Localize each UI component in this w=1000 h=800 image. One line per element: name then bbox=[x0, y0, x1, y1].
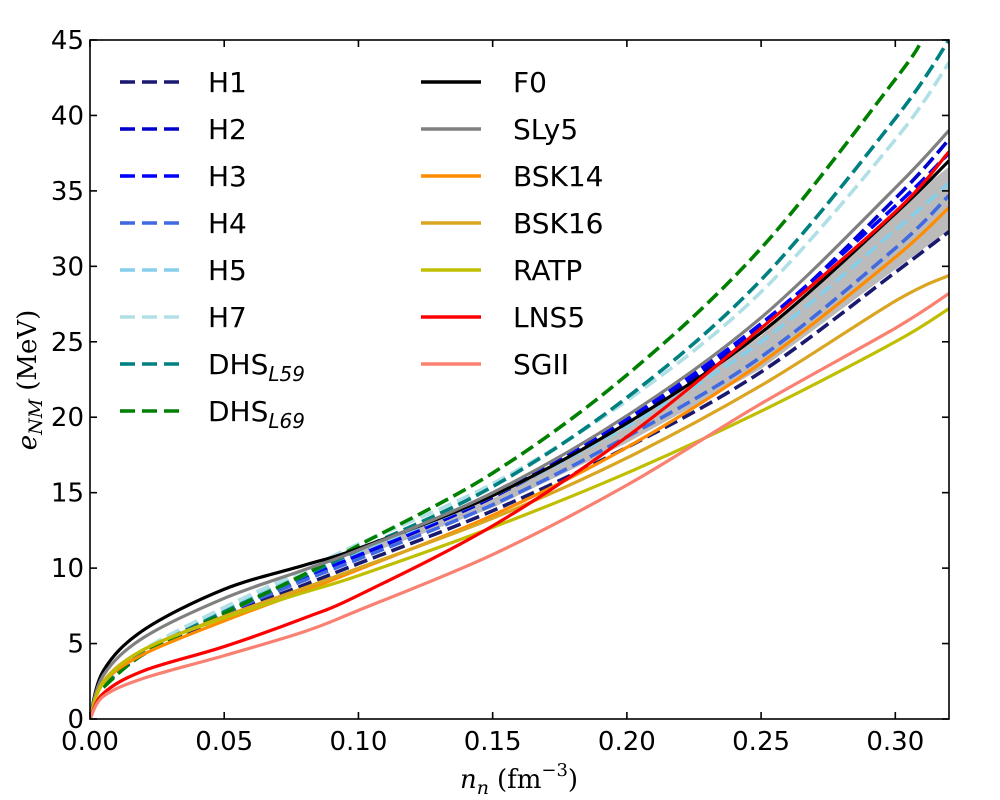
y-axis-label: eNM(MeV) bbox=[13, 310, 47, 451]
legend-item-lns5: LNS5 bbox=[421, 301, 585, 334]
series-line-sly5 bbox=[90, 129, 949, 719]
y-tick-label: 15 bbox=[51, 479, 84, 509]
y-tick-label: 25 bbox=[51, 328, 84, 358]
x-tick-label: 0.30 bbox=[866, 727, 924, 757]
legend-item-ratp: RATP bbox=[421, 254, 582, 287]
legend-label: H7 bbox=[208, 301, 247, 334]
series-line-ratp bbox=[90, 307, 949, 719]
legend-item-sly5: SLy5 bbox=[421, 113, 578, 146]
legend-label: BSK14 bbox=[513, 160, 603, 193]
legend-item-sgii: SGII bbox=[421, 348, 569, 381]
plot-frame bbox=[89, 39, 950, 720]
y-tick-label: 5 bbox=[67, 630, 84, 660]
y-tick-label: 0 bbox=[67, 705, 84, 735]
x-tick-label: 0.20 bbox=[598, 727, 656, 757]
series-line-lns5 bbox=[90, 150, 949, 719]
legend-label: RATP bbox=[513, 254, 582, 287]
legend-item-h2: H2 bbox=[120, 113, 247, 146]
legend-item-dhsl59: DHSL59 bbox=[120, 348, 305, 386]
legend-label: DHSL69 bbox=[208, 395, 305, 433]
legend-label: H5 bbox=[208, 254, 247, 287]
series-line-f0 bbox=[90, 159, 949, 719]
legend-item-h1: H1 bbox=[120, 66, 247, 99]
legend-label: F0 bbox=[513, 66, 547, 99]
series-line-bsk16 bbox=[90, 273, 949, 719]
x-tick-label: 0.05 bbox=[195, 727, 253, 757]
y-tick-label: 10 bbox=[51, 554, 84, 584]
y-tick-label: 40 bbox=[51, 101, 84, 131]
series-layer bbox=[90, 40, 949, 719]
y-tick-label: 45 bbox=[51, 26, 84, 56]
x-axis-label: nn (fm−3) bbox=[460, 760, 578, 799]
legend-item-h3: H3 bbox=[120, 160, 247, 193]
tick-layer: 0.00 0.05 0.10 0.15 0.20 0.25 0.30 0 5 10 15 20 25 30… bbox=[51, 26, 949, 757]
legend-item-bsk14: BSK14 bbox=[421, 160, 603, 193]
legend-label: DHSL59 bbox=[208, 348, 305, 386]
legend-label: SLy5 bbox=[513, 113, 578, 146]
legend: H1 H2 H3 H4 H5 H7 DHSL59 DHSL69 F0 SLy5 BSK14 BSK16… bbox=[120, 66, 603, 433]
x-tick-label: 0.00 bbox=[61, 727, 119, 757]
legend-item-bsk16: BSK16 bbox=[421, 207, 603, 240]
y-tick-label: 30 bbox=[51, 252, 84, 282]
legend-label: LNS5 bbox=[513, 301, 585, 334]
legend-label: H2 bbox=[208, 113, 247, 146]
legend-item-h5: H5 bbox=[120, 254, 247, 287]
legend-label: BSK16 bbox=[513, 207, 603, 240]
x-tick-label: 0.10 bbox=[329, 727, 387, 757]
x-tick-label: 0.25 bbox=[732, 727, 790, 757]
y-tick-label: 20 bbox=[51, 403, 84, 433]
legend-label: SGII bbox=[513, 348, 569, 381]
legend-label: H4 bbox=[208, 207, 247, 240]
series-line-h7 bbox=[102, 61, 949, 686]
x-tick-label: 0.15 bbox=[464, 727, 522, 757]
series-line-sgii bbox=[90, 292, 949, 719]
legend-label: H3 bbox=[208, 160, 247, 193]
legend-item-dhsl69: DHSL69 bbox=[120, 395, 305, 433]
legend-item-f0: F0 bbox=[421, 66, 547, 99]
legend-item-h7: H7 bbox=[120, 301, 247, 334]
y-tick-label: 35 bbox=[51, 177, 84, 207]
legend-item-h4: H4 bbox=[120, 207, 247, 240]
legend-label: H1 bbox=[208, 66, 247, 99]
